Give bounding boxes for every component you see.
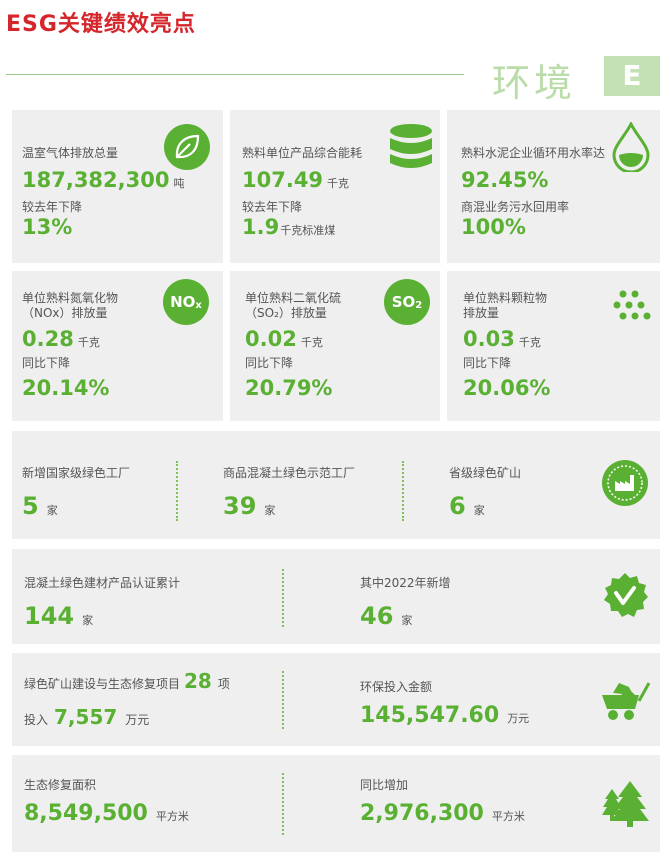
factory-badge-icon [602, 460, 648, 506]
pm-sub-label: 同比下降 [463, 356, 512, 370]
page-title: ESG关键绩效亮点 [6, 12, 196, 37]
pm-card: 单位熟料颗粒物 排放量 0.03 千克 同比下降 20.06% [447, 271, 660, 421]
energy-value: 107.49 千克 [242, 168, 350, 192]
check-badge-icon [604, 573, 648, 617]
mining-label: 绿色矿山建设与生态修复项目 28 项 [24, 669, 230, 693]
energy-label: 熟料单位产品综合能耗 [242, 146, 363, 160]
nox-label-2: （NOx）排放量 [22, 306, 108, 320]
pm-label-1: 单位熟料颗粒物 [463, 291, 548, 305]
so2-value: 0.02 千克 [245, 327, 323, 351]
ghg-sub-value: 13% [22, 215, 73, 239]
ghg-sub-label: 较去年下降 [22, 200, 83, 214]
growth-label: 同比增加 [360, 778, 409, 792]
nox-icon: NO x [163, 279, 209, 325]
leaf-icon [164, 124, 210, 170]
water-value: 92.45% [461, 168, 549, 192]
nox-sub-label: 同比下降 [22, 356, 71, 370]
water-drop-icon [612, 122, 650, 172]
water-sub-label: 商混业务污水回用率 [461, 200, 570, 214]
divider [282, 773, 284, 835]
invest-label: 投入 7,557 万元 [24, 705, 150, 729]
energy-sub-value: 1.9千克标准煤 [242, 215, 336, 239]
so2-label-1: 单位熟料二氧化硫 [245, 291, 342, 305]
nox-value: 0.28 千克 [22, 327, 100, 351]
cert-label-1: 其中2022年新增 [360, 576, 451, 590]
pm-label-2: 排放量 [463, 306, 500, 320]
section-name: 环境 [492, 61, 577, 105]
energy-sub-label: 较去年下降 [242, 200, 303, 214]
energy-card: 熟料单位产品综合能耗 107.49 千克 较去年下降 1.9千克标准煤 [230, 110, 440, 263]
restoration-value: 8,549,500 平方米 [24, 801, 189, 826]
restoration-card: 生态修复面积 8,549,500 平方米 同比增加 2,976,300 平方米 [12, 755, 660, 852]
divider [402, 461, 404, 521]
so2-sub-label: 同比下降 [245, 356, 294, 370]
so2-card: 单位熟料二氧化硫 （SO₂）排放量 0.02 千克 同比下降 20.79% SO 2 [230, 271, 440, 421]
particles-icon [613, 290, 651, 320]
factory-label-0: 新增国家级绿色工厂 [22, 466, 131, 480]
invest-value: 7,557 [54, 705, 118, 729]
certification-card: 混凝土绿色建材产品认证累计 144 家 其中2022年新增 46 家 [12, 549, 660, 644]
so2-label-2: （SO₂）排放量 [245, 306, 327, 320]
mining-count: 28 [184, 669, 212, 693]
ghg-label: 温室气体排放总量 [22, 146, 119, 160]
mining-cart-icon [602, 682, 651, 720]
section-badge: E [604, 56, 660, 96]
water-card: 熟料水泥企业循环用水率达 92.45% 商混业务污水回用率 100% [447, 110, 660, 263]
factory-value-1: 39 家 [223, 492, 276, 520]
nox-label-1: 单位熟料氮氧化物 [22, 291, 119, 305]
title-rule [6, 74, 464, 75]
water-label: 熟料水泥企业循环用水率达 [461, 146, 606, 160]
so2-sub-value: 20.79% [245, 376, 333, 400]
factory-label-1: 商品混凝土绿色示范工厂 [223, 466, 356, 480]
env-invest-label: 环保投入金额 [360, 680, 433, 694]
divider [176, 461, 178, 521]
growth-value: 2,976,300 平方米 [360, 801, 525, 826]
divider [282, 569, 284, 627]
nox-sub-value: 20.14% [22, 376, 110, 400]
cert-label-0: 混凝土绿色建材产品认证累计 [24, 576, 181, 590]
cert-value-0: 144 家 [24, 602, 94, 630]
ghg-card: 温室气体排放总量 187,382,300 吨 较去年下降 13% [12, 110, 223, 263]
so2-icon: SO 2 [384, 279, 430, 325]
env-invest-value: 145,547.60 万元 [360, 703, 530, 728]
database-icon [390, 124, 432, 168]
mining-card: 绿色矿山建设与生态修复项目 28 项 投入 7,557 万元 环保投入金额 145,54… [12, 653, 660, 746]
ghg-value: 187,382,300 吨 [22, 168, 185, 192]
pm-sub-value: 20.06% [463, 376, 551, 400]
cert-value-1: 46 家 [360, 602, 413, 630]
water-sub-value: 100% [461, 215, 526, 239]
factory-label-2: 省级绿色矿山 [449, 466, 522, 480]
pm-value: 0.03 千克 [463, 327, 541, 351]
nox-card: 单位熟料氮氧化物 （NOx）排放量 0.28 千克 同比下降 20.14% NO x [12, 271, 223, 421]
restoration-label: 生态修复面积 [24, 778, 97, 792]
tree-icon [602, 781, 649, 827]
divider [282, 671, 284, 729]
